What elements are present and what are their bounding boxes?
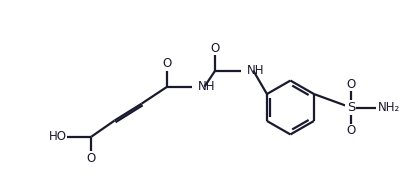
Text: HO: HO <box>48 130 66 143</box>
Text: NH: NH <box>247 64 265 77</box>
Text: O: O <box>163 57 172 70</box>
Text: O: O <box>210 42 220 55</box>
Text: NH: NH <box>198 80 216 93</box>
Text: S: S <box>346 101 355 114</box>
Text: O: O <box>87 152 96 165</box>
Text: O: O <box>346 78 355 91</box>
Text: NH₂: NH₂ <box>378 101 400 114</box>
Text: O: O <box>346 124 355 137</box>
